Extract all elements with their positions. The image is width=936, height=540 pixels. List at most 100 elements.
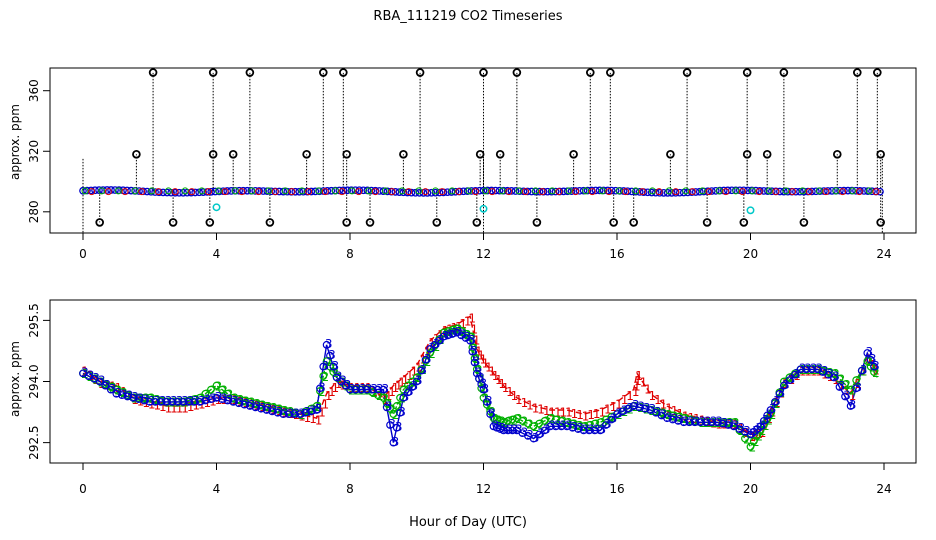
- baseline-point-red: [421, 188, 429, 196]
- series-3-label: 3: [259, 401, 267, 415]
- series-2-label: 2: [793, 367, 801, 381]
- series-2-point: [557, 416, 566, 425]
- series-3-point: [301, 408, 310, 417]
- bottom-y-tick-label: 292.5: [27, 425, 41, 459]
- series-3-point: [479, 385, 488, 394]
- series-1-label: 1: [410, 365, 418, 379]
- series-3-point: [379, 385, 388, 394]
- baseline-point-red: [188, 188, 196, 196]
- baseline-point: [351, 186, 360, 195]
- series-1-label: 1: [92, 373, 100, 387]
- series-3-point: [145, 397, 154, 406]
- series-2-point: [412, 373, 421, 382]
- baseline-point: [523, 187, 532, 196]
- baseline-point: [743, 186, 752, 195]
- series-3-point: [579, 426, 588, 435]
- series-2-label: 2: [376, 389, 384, 403]
- spike-point: [739, 218, 749, 227]
- baseline-point-green: [832, 187, 840, 195]
- baseline-point: [179, 188, 187, 197]
- series-1-label: 1: [860, 365, 868, 379]
- spike-point: [682, 68, 692, 77]
- baseline-point-green: [331, 187, 339, 195]
- series-3-label: 3: [854, 380, 862, 394]
- series-3-label: 3: [464, 330, 472, 344]
- series-3-point: [674, 416, 683, 425]
- series-3-point: [540, 426, 549, 435]
- baseline-point-red: [872, 188, 880, 196]
- baseline-point-green: [498, 187, 506, 195]
- series-3-label: 3: [495, 420, 503, 434]
- baseline-point-red: [839, 188, 847, 196]
- series-3-label: 3: [402, 390, 410, 404]
- series-2-label: 2: [388, 402, 396, 416]
- spike-point: [852, 68, 862, 77]
- series-3-point: [763, 411, 772, 420]
- series-3-label: 3: [226, 393, 234, 407]
- top-x-tick-label: 4: [213, 247, 221, 261]
- series-2-label: 2: [537, 417, 545, 431]
- baseline-point: [367, 186, 376, 195]
- series-1-label: 1: [398, 376, 406, 390]
- baseline-point: [435, 188, 444, 197]
- series-1-label: 1: [392, 381, 400, 395]
- series-3-label: 3: [331, 359, 339, 373]
- baseline-point-green: [582, 187, 590, 195]
- series-3-label: 3: [424, 352, 432, 366]
- series-3-point: [771, 397, 779, 406]
- baseline-point-red: [588, 188, 596, 196]
- series-1-label: 1: [348, 381, 356, 395]
- series-2-point: [563, 418, 571, 427]
- series-3-label: 3: [131, 390, 139, 404]
- series-2-label: 2: [532, 420, 540, 434]
- series-2-point: [870, 368, 878, 376]
- bottom-y-tick-label: 294.0: [27, 364, 41, 398]
- series-1-label: 1: [738, 422, 746, 436]
- series-3-label: 3: [860, 363, 868, 377]
- spike-point: [148, 68, 158, 77]
- series-3-point: [332, 373, 341, 382]
- series-3-label: 3: [479, 376, 487, 390]
- series-3-point: [499, 426, 508, 435]
- series-3-point: [668, 415, 677, 424]
- series-3-point: [435, 336, 443, 345]
- spike-point: [132, 149, 141, 159]
- baseline-point: [551, 187, 560, 196]
- series-1-label: 1: [315, 414, 323, 428]
- series-2-label: 2: [226, 388, 234, 402]
- series-3-point: [482, 397, 491, 406]
- series-3-label: 3: [660, 408, 668, 422]
- series-1-label: 1: [582, 410, 590, 424]
- series-2-point: [468, 343, 477, 352]
- series-2-label: 2: [339, 375, 347, 389]
- series-3-label: 3: [598, 423, 606, 437]
- series-3-point: [830, 373, 838, 382]
- series-1-label: 1: [498, 377, 506, 391]
- bottom-x-tick-label: 20: [743, 482, 758, 496]
- series-3-label: 3: [485, 394, 493, 408]
- series-2-label: 2: [865, 355, 873, 369]
- series-2-point: [499, 418, 508, 427]
- series-3-label: 3: [265, 402, 273, 416]
- baseline-point-red: [822, 188, 830, 196]
- baseline-point-red: [655, 188, 663, 196]
- series-2-point: [508, 415, 517, 424]
- series-2-point: [392, 402, 401, 410]
- bottom-x-tick-label: 0: [79, 482, 87, 496]
- series-3-point: [179, 397, 188, 406]
- bottom-x-tick-label: 4: [213, 482, 221, 496]
- series-3-label: 3: [385, 400, 393, 414]
- series-1-label: 1: [318, 405, 326, 419]
- series-1-label: 1: [854, 377, 862, 391]
- series-3-point: [392, 423, 401, 432]
- series-3-label: 3: [626, 401, 634, 415]
- baseline-point: [792, 187, 800, 196]
- spike-point: [832, 149, 842, 159]
- series-1-label: 1: [187, 400, 195, 414]
- series-3-label: 3: [488, 406, 496, 420]
- series-3-label: 3: [482, 382, 490, 396]
- baseline-point-green: [415, 187, 423, 195]
- series-3-point: [156, 397, 165, 406]
- spike-point: [779, 68, 789, 77]
